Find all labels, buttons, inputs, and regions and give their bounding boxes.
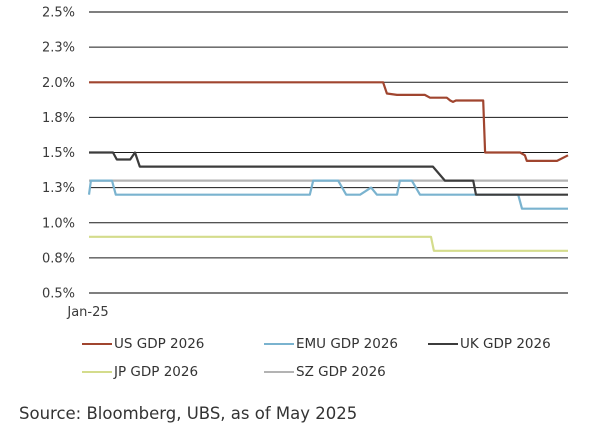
y-tick-label: 2.5% bbox=[42, 6, 75, 21]
y-tick-label: 1.0% bbox=[42, 216, 75, 231]
series-line-us bbox=[89, 81, 569, 162]
source-note: Source: Bloomberg, UBS, as of May 2025 bbox=[19, 404, 358, 423]
y-tick-label: 1.5% bbox=[42, 146, 75, 161]
y-tick-label: 1.8% bbox=[42, 111, 75, 126]
x-tick-label: Jan-25 bbox=[66, 305, 108, 320]
legend-swatch-us bbox=[82, 343, 112, 345]
y-tick-label: 1.3% bbox=[42, 181, 75, 196]
y-tick-label: 0.8% bbox=[42, 251, 75, 266]
legend-label-sz: SZ GDP 2026 bbox=[296, 364, 386, 380]
legend-swatch-jp bbox=[82, 371, 112, 373]
legend-item-jp: JP GDP 2026 bbox=[82, 364, 198, 380]
series-lines bbox=[87, 81, 569, 252]
legend-label-us: US GDP 2026 bbox=[114, 336, 205, 352]
legend-label-uk: UK GDP 2026 bbox=[460, 336, 551, 352]
legend-label-emu: EMU GDP 2026 bbox=[296, 336, 398, 352]
series-line-jp bbox=[89, 235, 568, 252]
y-tick-label: 2.3% bbox=[42, 41, 75, 56]
legend-item-uk: UK GDP 2026 bbox=[428, 336, 551, 352]
legend-swatch-uk bbox=[428, 343, 458, 345]
legend-item-us: US GDP 2026 bbox=[82, 336, 204, 352]
y-tick-label: 0.5% bbox=[42, 287, 75, 302]
legend-item-emu: EMU GDP 2026 bbox=[264, 336, 398, 352]
y-axis-ticks: 2.5% 2.3% 2.0% 1.8% 1.5% 1.3% 1.0% 0.8% 0.5% bbox=[42, 6, 75, 302]
legend-label-jp: JP GDP 2026 bbox=[114, 364, 199, 380]
legend-item-sz: SZ GDP 2026 bbox=[264, 364, 386, 380]
y-tick-label: 2.0% bbox=[42, 76, 75, 91]
legend-swatch-sz bbox=[264, 371, 294, 373]
series-line-emu bbox=[87, 179, 568, 210]
line-chart: 2.5% 2.3% 2.0% 1.8% 1.5% 1.3% 1.0% 0.8% 0.5% Jan… bbox=[42, 6, 569, 320]
x-axis-ticks: Jan-25 bbox=[66, 305, 108, 320]
series-line-uk bbox=[89, 151, 568, 196]
legend-swatch-emu bbox=[264, 343, 294, 345]
